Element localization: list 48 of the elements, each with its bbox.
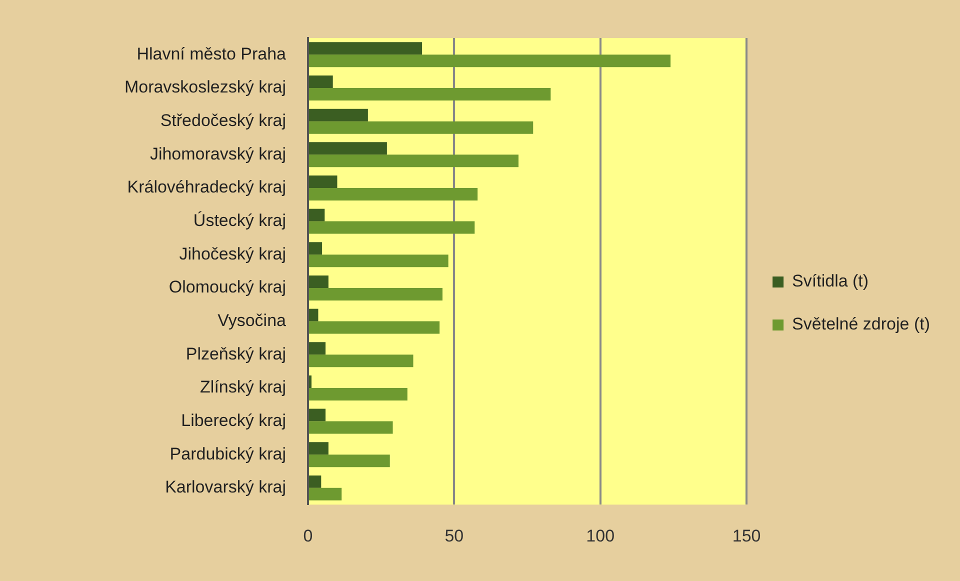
bar [309, 454, 390, 468]
bar [309, 388, 408, 400]
bar [309, 221, 475, 234]
y-tick-label: Jihomoravský kraj [150, 144, 286, 164]
legend-label: Světelné zdroje (t) [792, 314, 930, 334]
y-tick-label: Zlínský kraj [200, 378, 286, 397]
bar [309, 308, 318, 322]
bar [309, 208, 325, 222]
bar [309, 142, 387, 155]
bar [309, 108, 368, 122]
bar [309, 121, 534, 134]
bar [309, 421, 393, 434]
bar [309, 175, 338, 188]
y-tick-label: Pardubický kraj [170, 444, 286, 464]
y-tick-label: Ústecký kraj [193, 210, 286, 230]
x-tick-label: 100 [586, 526, 615, 546]
x-tick-label: 150 [732, 526, 761, 546]
y-tick-label: Plzeňský kraj [186, 344, 286, 364]
bar [309, 75, 333, 88]
bar [309, 488, 342, 500]
y-tick-label: Karlovarský kraj [165, 478, 286, 497]
y-tick-label: Královéhradecký kraj [127, 178, 286, 197]
bar [309, 475, 322, 488]
bar [309, 254, 448, 268]
bar [309, 342, 326, 355]
bar [309, 442, 328, 455]
y-tick-label: Jihočeský kraj [179, 244, 286, 264]
bar [309, 242, 322, 255]
bar [309, 275, 328, 288]
bar [309, 54, 671, 68]
bar [309, 408, 326, 422]
x-tick-label: 0 [303, 526, 313, 546]
bar [309, 42, 422, 55]
bar [309, 188, 478, 200]
bar [309, 321, 440, 334]
legend-label: Svítidla (t) [792, 272, 869, 291]
bar [309, 354, 414, 368]
y-tick-label: Středočeský kraj [160, 111, 286, 130]
bar [309, 154, 519, 168]
bar [309, 88, 551, 100]
y-tick-label: Hlavní město Praha [136, 44, 287, 64]
bar [309, 375, 312, 388]
x-tick-label: 50 [444, 526, 464, 546]
y-tick-label: Liberecký kraj [181, 410, 286, 430]
y-tick-label: Vysočina [218, 310, 287, 330]
bar [309, 288, 442, 300]
y-tick-label: Olomoucký kraj [168, 278, 286, 297]
y-tick-label: Moravskoslezský kraj [124, 78, 286, 97]
